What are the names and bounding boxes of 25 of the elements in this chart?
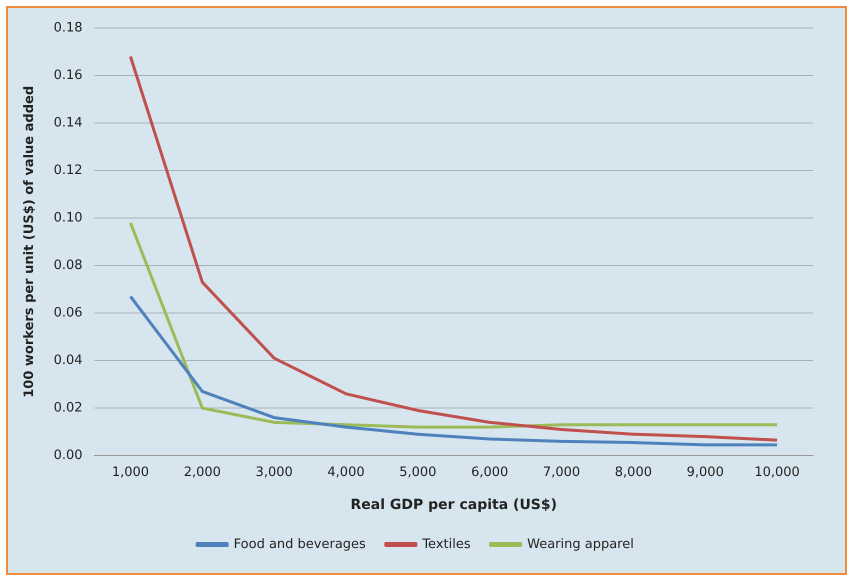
- x-tick-label: 1,000: [112, 464, 150, 480]
- y-tick-label: 0.16: [54, 68, 83, 83]
- y-tick-label: 0.12: [54, 162, 83, 178]
- legend-label: Food and beverages: [234, 536, 366, 552]
- x-tick-label: 3,000: [256, 464, 293, 480]
- y-tick-label: 0.14: [54, 115, 83, 130]
- x-tick-label: 5,000: [399, 464, 436, 480]
- y-axis-title: 100 workers per unit (US$) of value added: [22, 86, 38, 398]
- x-tick-label: 6,000: [471, 464, 508, 480]
- x-tick-label: 7,000: [542, 464, 580, 480]
- x-tick-label: 4,000: [327, 464, 365, 480]
- legend-label: Wearing apparel: [527, 536, 634, 552]
- y-tick-label: 0.06: [54, 305, 83, 320]
- x-axis-title: Real GDP per capita (US$): [350, 497, 558, 514]
- x-tick-label: 2,000: [184, 464, 221, 480]
- x-tick-label: 9,000: [686, 464, 724, 480]
- y-tick-label: 0.04: [54, 352, 83, 368]
- x-tick-label: 8,000: [614, 464, 652, 480]
- y-tick-label: 0.02: [54, 400, 83, 416]
- legend-label: Textiles: [421, 536, 471, 552]
- y-tick-label: 0.00: [54, 448, 83, 463]
- y-tick-label: 0.18: [54, 20, 83, 36]
- y-tick-label: 0.10: [54, 210, 83, 226]
- x-tick-label: 10,000: [754, 464, 800, 480]
- y-tick-label: 0.08: [54, 258, 83, 273]
